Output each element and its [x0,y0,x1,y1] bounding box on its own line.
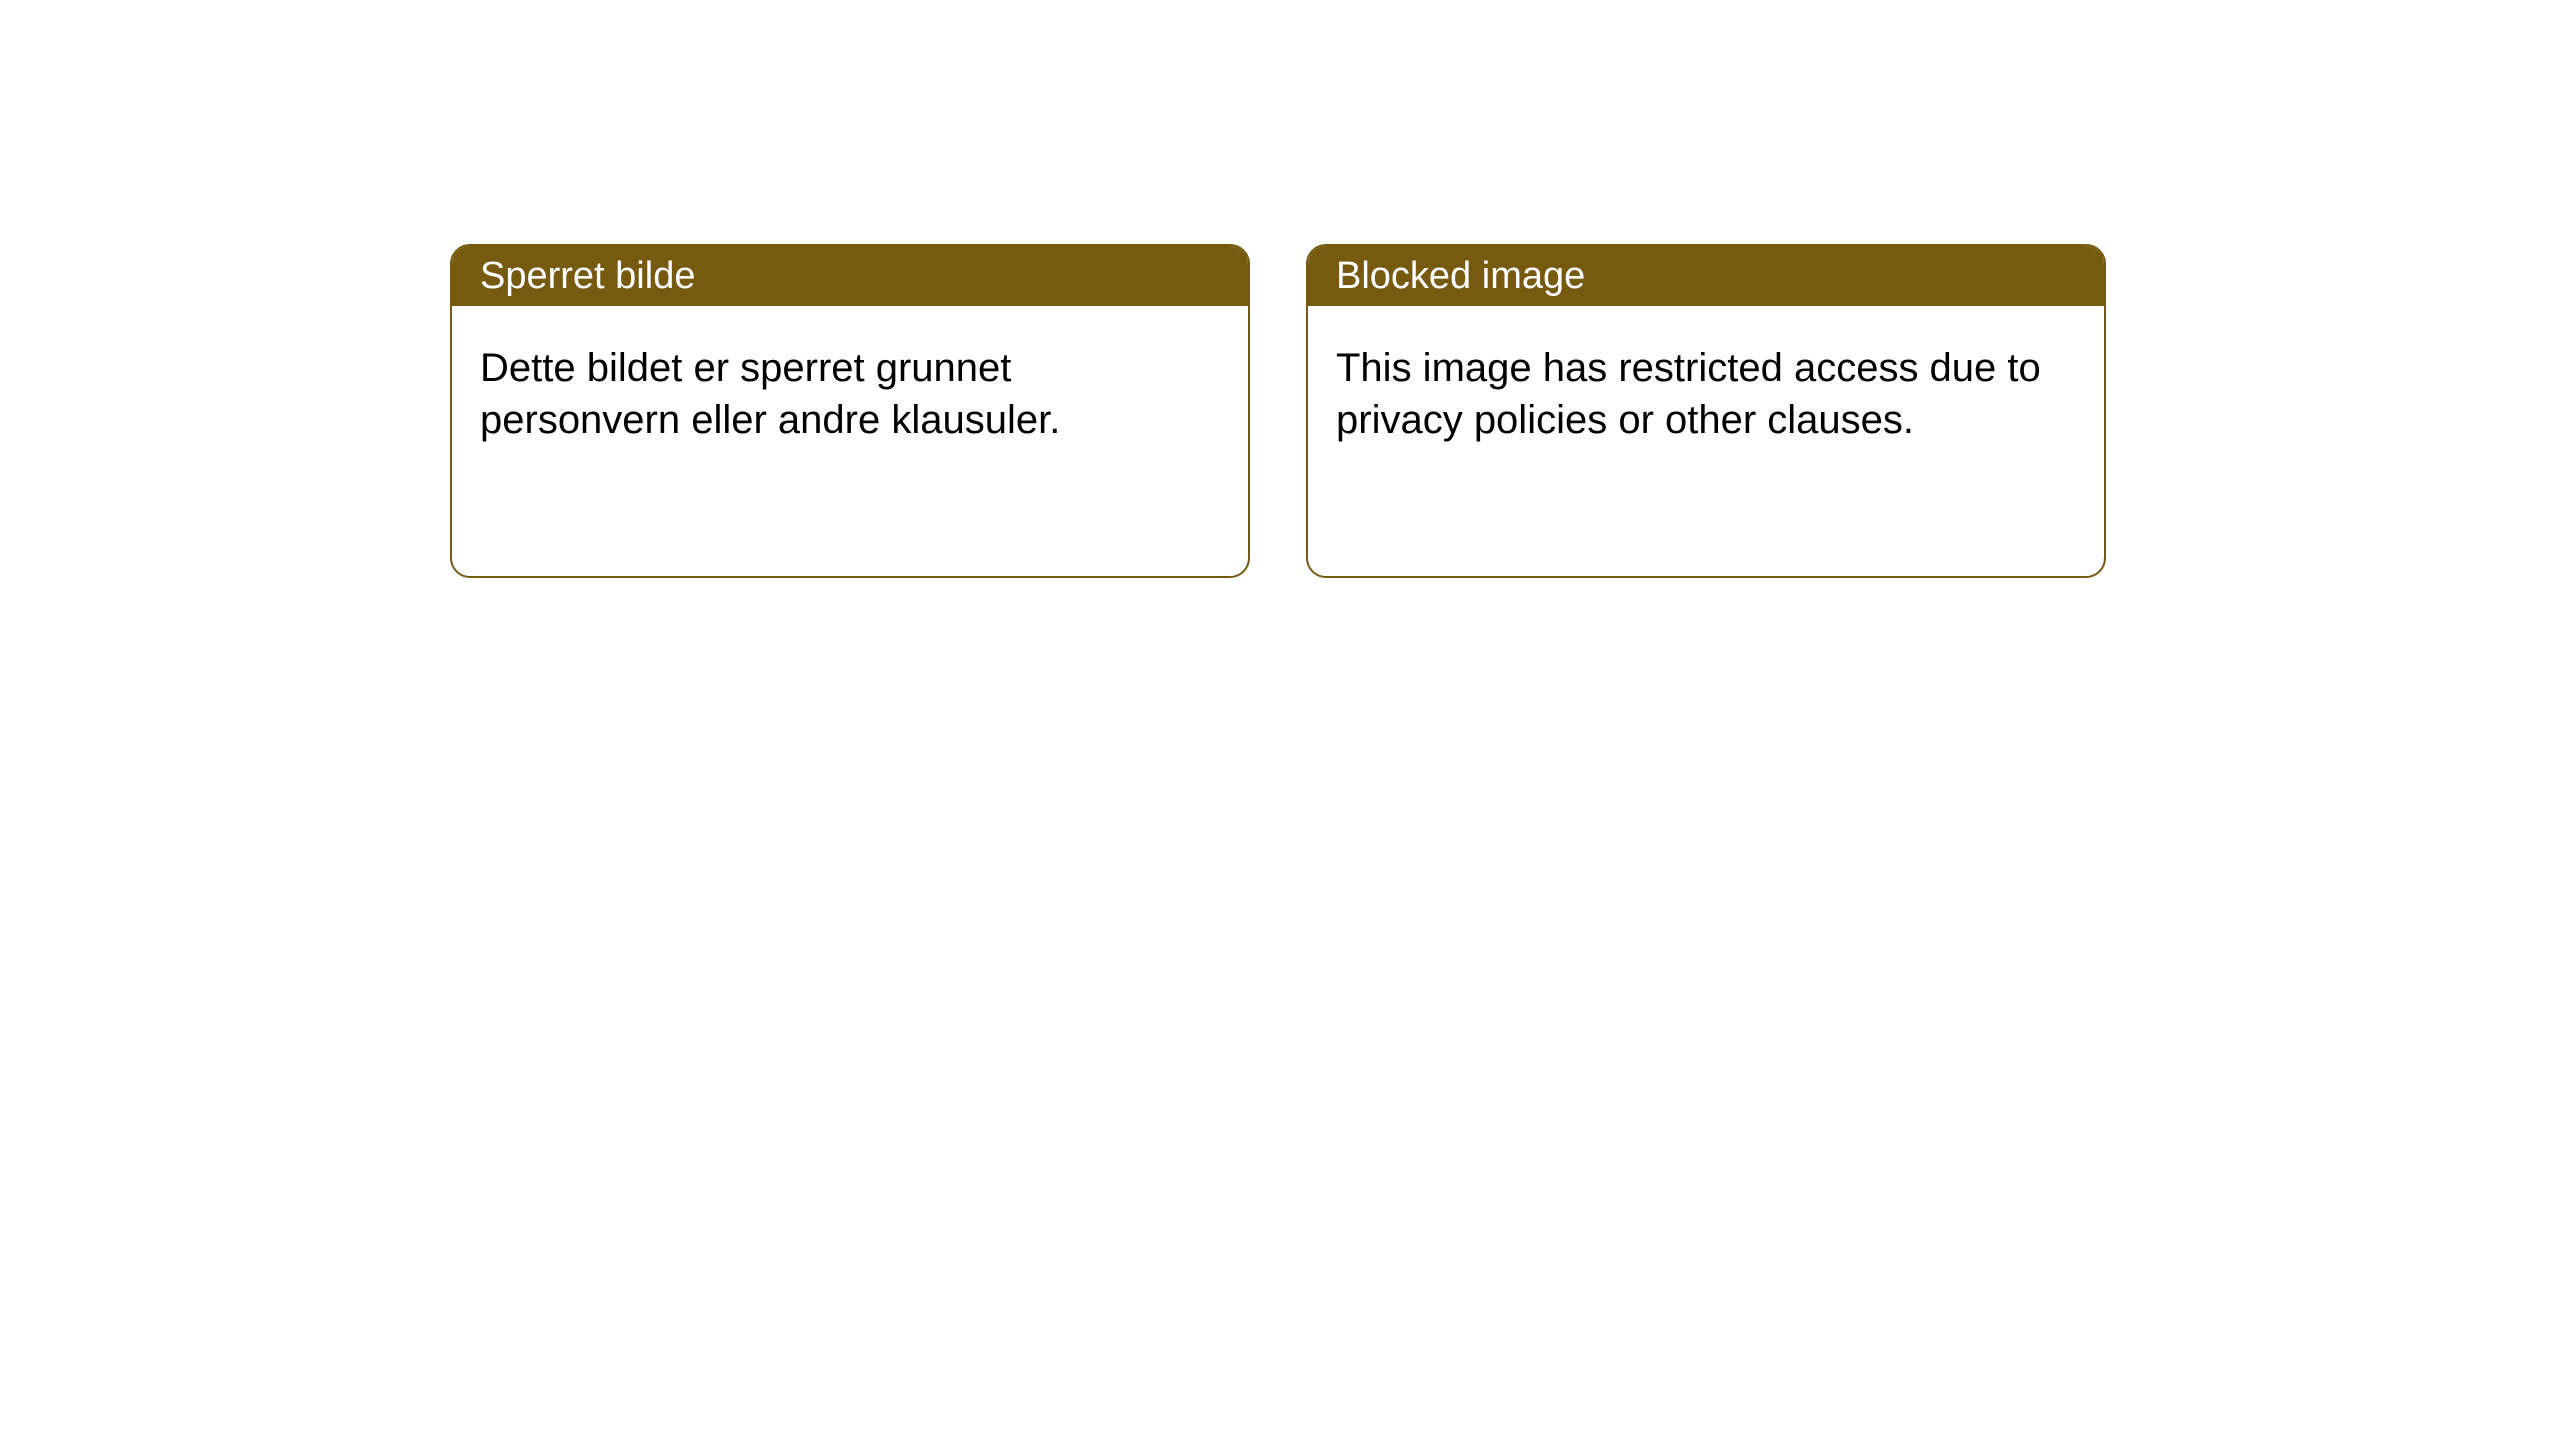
notice-title-en: Blocked image [1336,255,1585,298]
notice-container: Sperret bilde Dette bildet er sperret gr… [450,244,2106,578]
notice-text-en: This image has restricted access due to … [1336,346,2041,442]
notice-header-no: Sperret bilde [452,246,1248,306]
notice-card-en: Blocked image This image has restricted … [1306,244,2106,578]
notice-card-no: Sperret bilde Dette bildet er sperret gr… [450,244,1250,578]
notice-body-en: This image has restricted access due to … [1308,306,2104,482]
notice-title-no: Sperret bilde [480,255,695,298]
notice-header-en: Blocked image [1308,246,2104,306]
notice-body-no: Dette bildet er sperret grunnet personve… [452,306,1248,482]
notice-text-no: Dette bildet er sperret grunnet personve… [480,346,1060,442]
